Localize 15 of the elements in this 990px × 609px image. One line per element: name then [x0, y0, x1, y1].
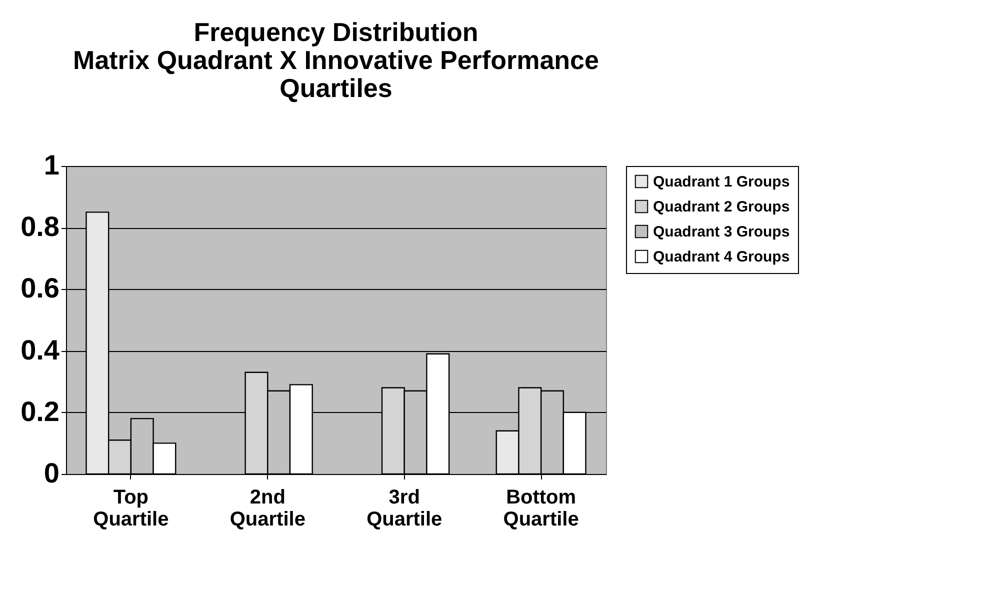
y-tick-label: 0.6: [20, 272, 60, 304]
chart-title: Frequency Distribution Matrix Quadrant X Innovative Performance Quartiles: [73, 17, 599, 103]
x-tick-label: Bottom Quartile: [503, 486, 579, 530]
legend-label: Quadrant 2 Groups: [653, 198, 790, 216]
y-tick-label: 0.2: [20, 396, 60, 427]
y-tick-label: 0.4: [20, 334, 60, 366]
x-tick-label: 2nd Quartile: [230, 486, 306, 530]
x-tick-label: Top Quartile: [93, 486, 169, 530]
x-tick-label: 3rd Quartile: [366, 486, 442, 530]
legend-label: Quadrant 1 Groups: [653, 174, 790, 190]
legend-label: Quadrant 4 Groups: [653, 248, 790, 266]
y-tick-label: 1: [44, 150, 60, 180]
legend-label: Quadrant 3 Groups: [653, 224, 790, 240]
y-tick-label: 0.8: [20, 211, 60, 242]
y-tick-label: 0: [44, 458, 60, 488]
